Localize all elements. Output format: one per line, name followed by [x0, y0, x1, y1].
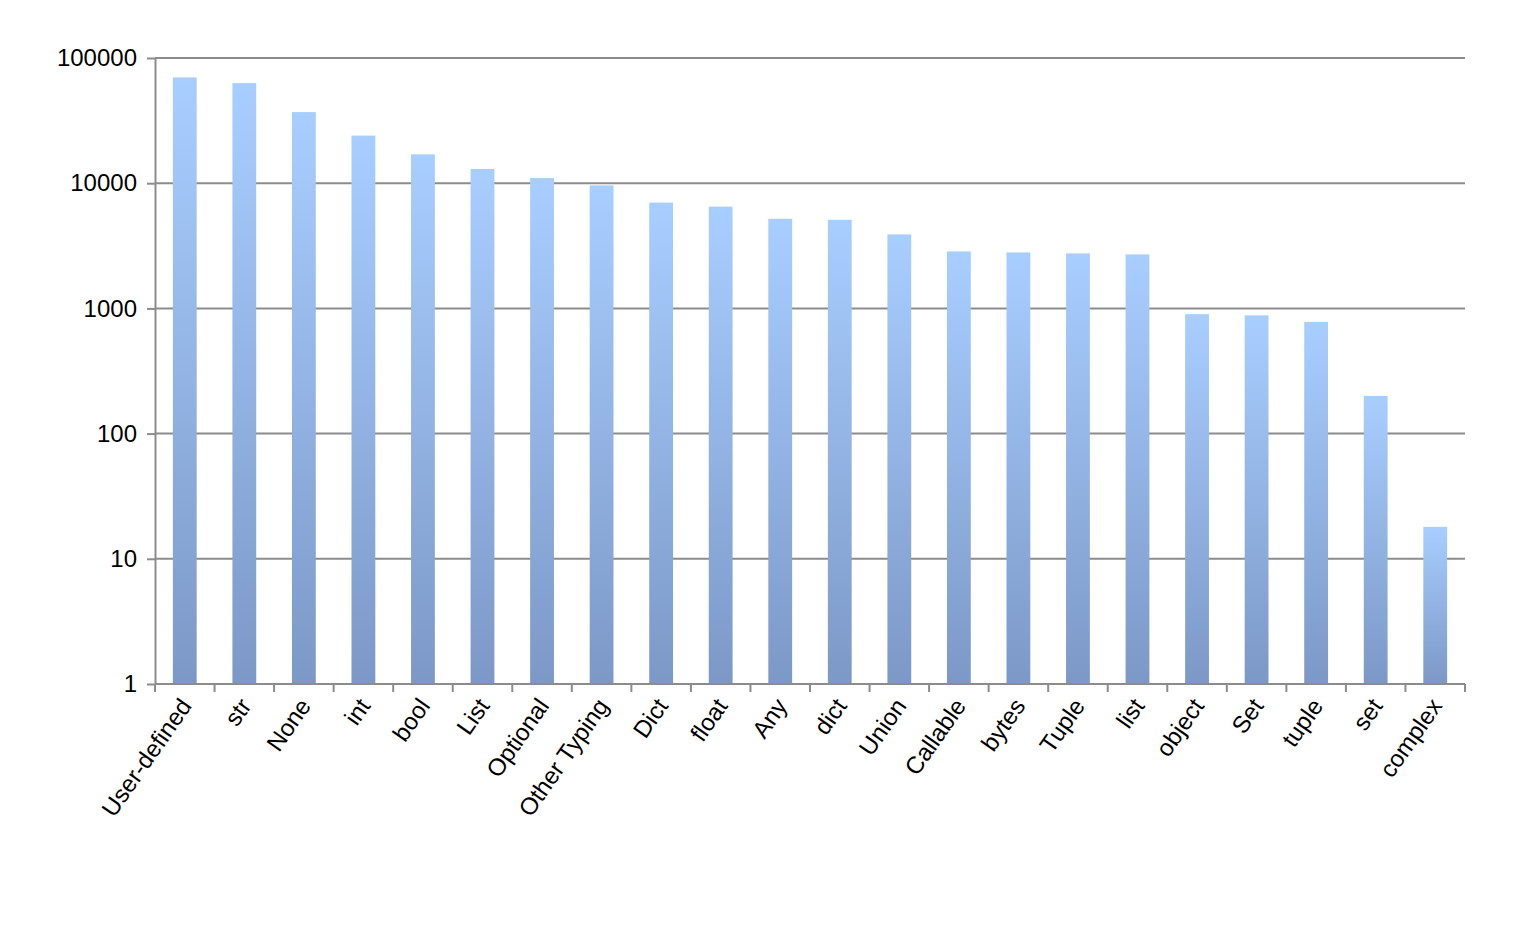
bar	[1245, 315, 1269, 684]
y-axis: 1 10 100 1000 10000 100000	[57, 44, 156, 697]
x-tick-mark	[452, 684, 454, 692]
bar	[173, 77, 197, 684]
x-tick-mark	[333, 684, 335, 692]
y-axis-line	[155, 59, 157, 685]
x-tick-label: str	[219, 693, 256, 730]
bar	[411, 154, 435, 684]
x-tick-label: list	[1111, 693, 1150, 733]
grid-line	[155, 57, 1465, 59]
bar	[590, 185, 614, 684]
bar	[828, 220, 852, 684]
bar	[768, 219, 792, 684]
bar	[709, 207, 733, 684]
x-tick-label: Callable	[899, 693, 971, 780]
bar	[1304, 322, 1328, 684]
x-tick-mark	[511, 684, 513, 692]
x-tick-label: complex	[1374, 693, 1447, 782]
x-tick-label: object	[1150, 693, 1209, 761]
bar	[471, 169, 495, 684]
x-tick-mark	[630, 684, 632, 692]
y-tick: 1000	[84, 295, 155, 322]
x-tick-mark	[571, 684, 573, 692]
y-tick: 1	[124, 670, 155, 697]
y-tick: 10000	[70, 169, 155, 196]
bar	[947, 251, 971, 684]
y-tick-mark	[147, 308, 155, 310]
bar	[1364, 396, 1388, 684]
y-tick-mark	[147, 433, 155, 435]
grid	[155, 58, 1465, 684]
x-tick-mark	[1107, 684, 1109, 692]
x-tick-mark	[154, 684, 156, 692]
bar	[292, 112, 316, 684]
x-tick-label: bool	[387, 693, 435, 746]
x-tick-label: set	[1347, 693, 1388, 735]
chart: 1 10 100 1000 10000 100000 User-defined strNone…	[0, 0, 1526, 926]
y-tick-mark	[147, 183, 155, 185]
x-tick-mark	[1047, 684, 1049, 692]
y-tick-mark	[147, 558, 155, 560]
x-tick-mark	[1285, 684, 1287, 692]
x-tick-mark	[749, 684, 751, 692]
y-tick-label: 10000	[70, 169, 137, 196]
x-tick-mark	[1166, 684, 1168, 692]
bars	[173, 77, 1447, 684]
bar	[1185, 314, 1209, 684]
x-tick-mark	[392, 684, 394, 692]
y-tick-mark	[147, 684, 155, 686]
y-tick-label: 10	[110, 545, 137, 572]
bar	[232, 83, 256, 684]
x-tick-label: Set	[1226, 693, 1269, 738]
x-tick-label: Tuple	[1034, 693, 1090, 757]
bar	[1066, 253, 1090, 684]
y-tick: 10	[110, 545, 155, 572]
x-tick-label: Any	[746, 693, 792, 742]
x-tick-mark	[988, 684, 990, 692]
bar	[887, 234, 911, 684]
x-tick-label: User-defined	[96, 693, 197, 821]
x-tick-mark	[690, 684, 692, 692]
x-tick-mark	[1404, 684, 1406, 692]
y-tick-mark	[147, 58, 155, 60]
x-tick-label: bytes	[975, 693, 1030, 755]
x-tick-mark	[273, 684, 275, 692]
x-tick-mark	[869, 684, 871, 692]
y-tick-label: 100	[97, 420, 137, 447]
x-tick-label: dict	[808, 693, 852, 739]
x-tick-mark	[809, 684, 811, 692]
y-tick-label: 100000	[57, 44, 137, 71]
x-tick-mark	[1226, 684, 1228, 692]
x-tick-label: None	[261, 693, 316, 755]
bar	[1007, 252, 1031, 684]
x-tick-label: Union	[853, 693, 911, 760]
x-tick-mark	[214, 684, 216, 692]
bar	[352, 136, 376, 684]
x-tick-label: List	[451, 693, 495, 739]
x-tick-label: Dict	[627, 693, 673, 743]
x-tick-mark	[1464, 684, 1466, 692]
x-tick-label: Other Typing	[513, 693, 614, 821]
y-tick-label: 1	[124, 670, 137, 697]
bar	[1423, 527, 1447, 684]
x-tick-label: int	[339, 693, 376, 730]
x-tick-label: float	[685, 693, 733, 746]
y-tick-label: 1000	[84, 295, 137, 322]
y-tick: 100	[97, 420, 155, 447]
bar	[649, 203, 673, 684]
x-tick-label: tuple	[1276, 693, 1328, 751]
y-tick: 100000	[57, 44, 155, 71]
x-axis: User-definedstrNoneintboolListOptionalOt…	[96, 684, 1465, 821]
x-tick-mark	[928, 684, 930, 692]
bar	[1126, 254, 1150, 684]
bar	[530, 178, 554, 684]
x-tick-mark	[1345, 684, 1347, 692]
